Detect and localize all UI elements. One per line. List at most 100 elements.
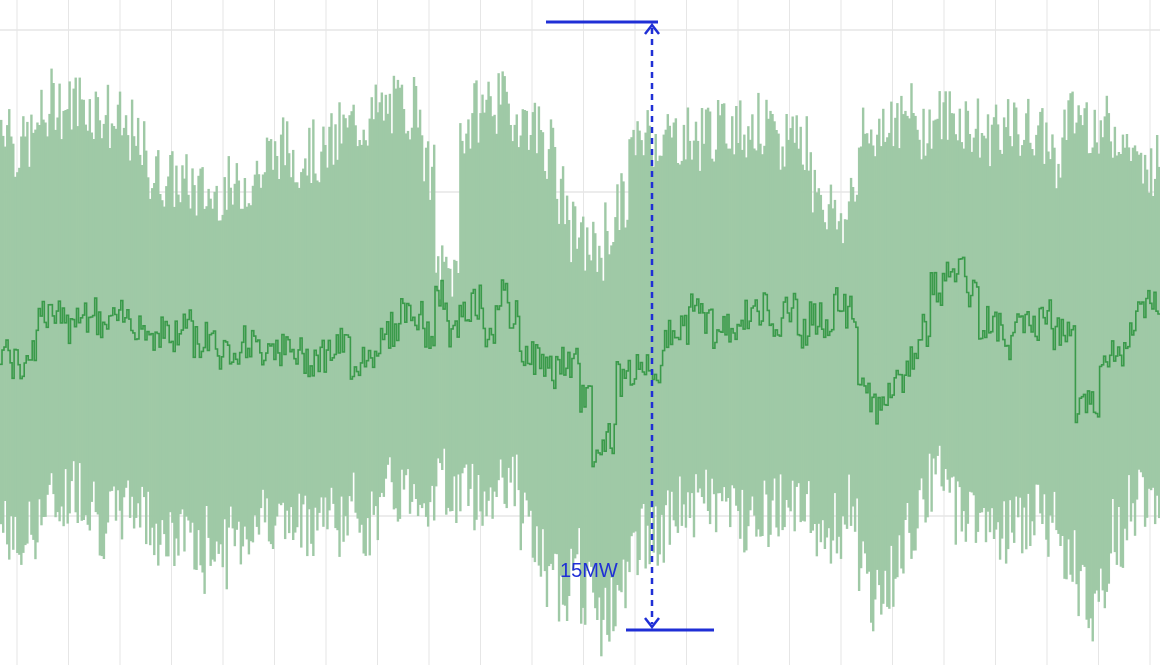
band-bar bbox=[229, 187, 232, 507]
band-bar bbox=[974, 128, 978, 543]
band-bar bbox=[926, 143, 929, 518]
band-bar bbox=[831, 208, 835, 541]
band-bar bbox=[676, 163, 680, 533]
band-bar bbox=[898, 148, 901, 536]
band-bar bbox=[549, 119, 553, 564]
band-bar bbox=[1147, 192, 1151, 489]
band-bar bbox=[596, 271, 599, 620]
band-bar bbox=[735, 106, 738, 506]
band-bar bbox=[414, 86, 418, 499]
band-bar bbox=[314, 173, 317, 508]
band-bar bbox=[543, 171, 547, 572]
band-bar bbox=[269, 139, 273, 545]
band-bar bbox=[950, 113, 953, 478]
band-bar bbox=[861, 107, 865, 542]
band-bar bbox=[298, 187, 301, 494]
band-bar bbox=[1115, 155, 1119, 565]
band-bar bbox=[515, 114, 518, 455]
band-bar bbox=[384, 94, 388, 479]
band-bar bbox=[32, 132, 35, 540]
band-bar bbox=[437, 256, 440, 459]
band-bar bbox=[12, 143, 15, 550]
band-bar bbox=[227, 156, 230, 528]
band-bar bbox=[1095, 142, 1098, 591]
band-bar bbox=[447, 268, 450, 508]
band-bar bbox=[215, 185, 218, 542]
band-bar bbox=[1071, 91, 1074, 582]
band-bar bbox=[138, 154, 142, 528]
band-bar bbox=[845, 219, 849, 529]
band-bar bbox=[364, 140, 367, 556]
band-bar bbox=[825, 229, 829, 538]
band-bar bbox=[1049, 159, 1052, 516]
band-bar bbox=[966, 110, 970, 524]
band-bar bbox=[634, 155, 637, 532]
band-bar bbox=[235, 163, 239, 530]
band-bar bbox=[277, 179, 281, 504]
band-bar bbox=[116, 104, 120, 491]
band-bar bbox=[815, 192, 819, 557]
band-bar bbox=[914, 115, 917, 551]
band-bar bbox=[358, 140, 361, 533]
band-bar bbox=[561, 166, 565, 605]
band-bar bbox=[352, 104, 355, 473]
band-bar bbox=[835, 229, 839, 554]
band-bar bbox=[98, 120, 102, 556]
band-bar bbox=[769, 110, 772, 535]
band-bar bbox=[76, 126, 79, 523]
band-bar bbox=[962, 148, 966, 512]
band-bar bbox=[1089, 153, 1092, 619]
band-bar bbox=[491, 116, 494, 519]
band-bar bbox=[922, 108, 925, 500]
band-bar bbox=[40, 89, 43, 526]
band-bar bbox=[827, 204, 831, 529]
band-bar bbox=[443, 261, 446, 449]
band-bar bbox=[211, 208, 214, 560]
band-bar bbox=[340, 143, 343, 497]
band-bar bbox=[263, 172, 267, 523]
band-bar bbox=[773, 121, 776, 479]
band-bar bbox=[225, 209, 228, 590]
band-bar bbox=[120, 135, 124, 540]
band-bar bbox=[1125, 134, 1129, 541]
band-bar bbox=[441, 245, 444, 470]
band-bar bbox=[68, 81, 71, 514]
band-bar bbox=[704, 109, 708, 470]
band-bar bbox=[1029, 142, 1032, 547]
band-bar bbox=[565, 195, 569, 621]
band-bar bbox=[1097, 153, 1100, 602]
band-bar bbox=[720, 103, 724, 502]
band-bar bbox=[84, 124, 87, 516]
band-bar bbox=[1045, 122, 1048, 540]
band-bar bbox=[499, 104, 502, 460]
band-bar bbox=[50, 68, 53, 474]
band-bar bbox=[416, 127, 420, 517]
band-bar bbox=[394, 88, 398, 509]
band-bar bbox=[958, 108, 962, 488]
band-bar bbox=[18, 167, 21, 555]
band-bar bbox=[1069, 93, 1072, 575]
band-bar bbox=[213, 191, 216, 562]
band-bar bbox=[501, 71, 504, 478]
band-bar bbox=[1055, 188, 1058, 531]
band-bar bbox=[249, 205, 253, 542]
band-bar bbox=[658, 155, 661, 555]
band-bar bbox=[155, 156, 158, 524]
band-bar bbox=[344, 118, 347, 517]
band-bar bbox=[310, 183, 313, 544]
band-bar bbox=[290, 177, 293, 508]
band-bar bbox=[646, 110, 649, 526]
band-bar bbox=[569, 262, 573, 549]
band-bar bbox=[888, 132, 891, 609]
band-bar bbox=[408, 139, 412, 514]
band-bar bbox=[78, 77, 81, 464]
band-bar bbox=[849, 177, 853, 526]
band-bar bbox=[841, 243, 845, 517]
band-bar bbox=[976, 98, 980, 532]
band-bar bbox=[1113, 126, 1117, 553]
band-bar bbox=[1008, 136, 1012, 501]
band-bar bbox=[1000, 153, 1004, 539]
band-bar bbox=[1023, 139, 1026, 508]
band-bar bbox=[195, 215, 198, 570]
band-bar bbox=[1141, 183, 1145, 478]
